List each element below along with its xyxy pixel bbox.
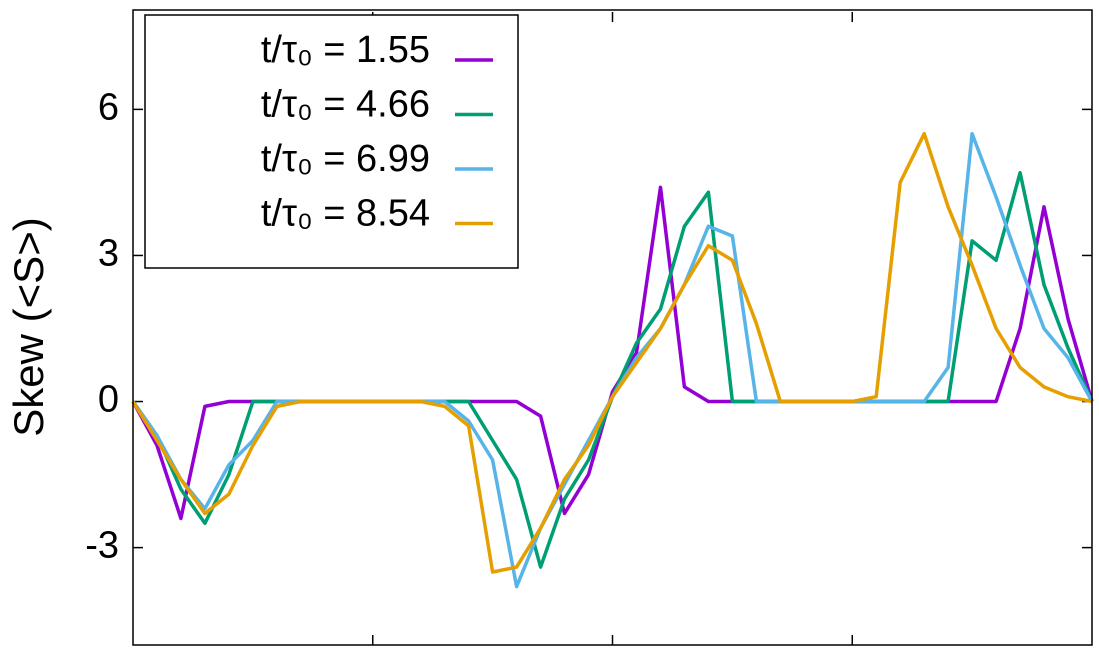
y-tick-label: 0 (98, 379, 119, 421)
legend-label: t/τ₀ = 1.55 (261, 29, 430, 71)
legend-label: t/τ₀ = 6.99 (261, 138, 430, 180)
plot-frame (132, 9, 1093, 646)
series-line (131, 131, 1093, 574)
y-tick-label: 6 (98, 86, 119, 128)
y-axis-label: Skew (<S>) (5, 217, 52, 436)
legend-label: t/τ₀ = 4.66 (261, 84, 430, 126)
legend: t/τ₀ = 1.55 t/τ₀ = 4.66 t/τ₀ = 6.99 t/τ₀ = … (144, 14, 519, 269)
y-tick-label: -3 (85, 525, 119, 567)
y-tick-label: 3 (98, 232, 119, 274)
legend-label: t/τ₀ = 8.54 (261, 193, 430, 235)
legend-box (144, 14, 519, 269)
